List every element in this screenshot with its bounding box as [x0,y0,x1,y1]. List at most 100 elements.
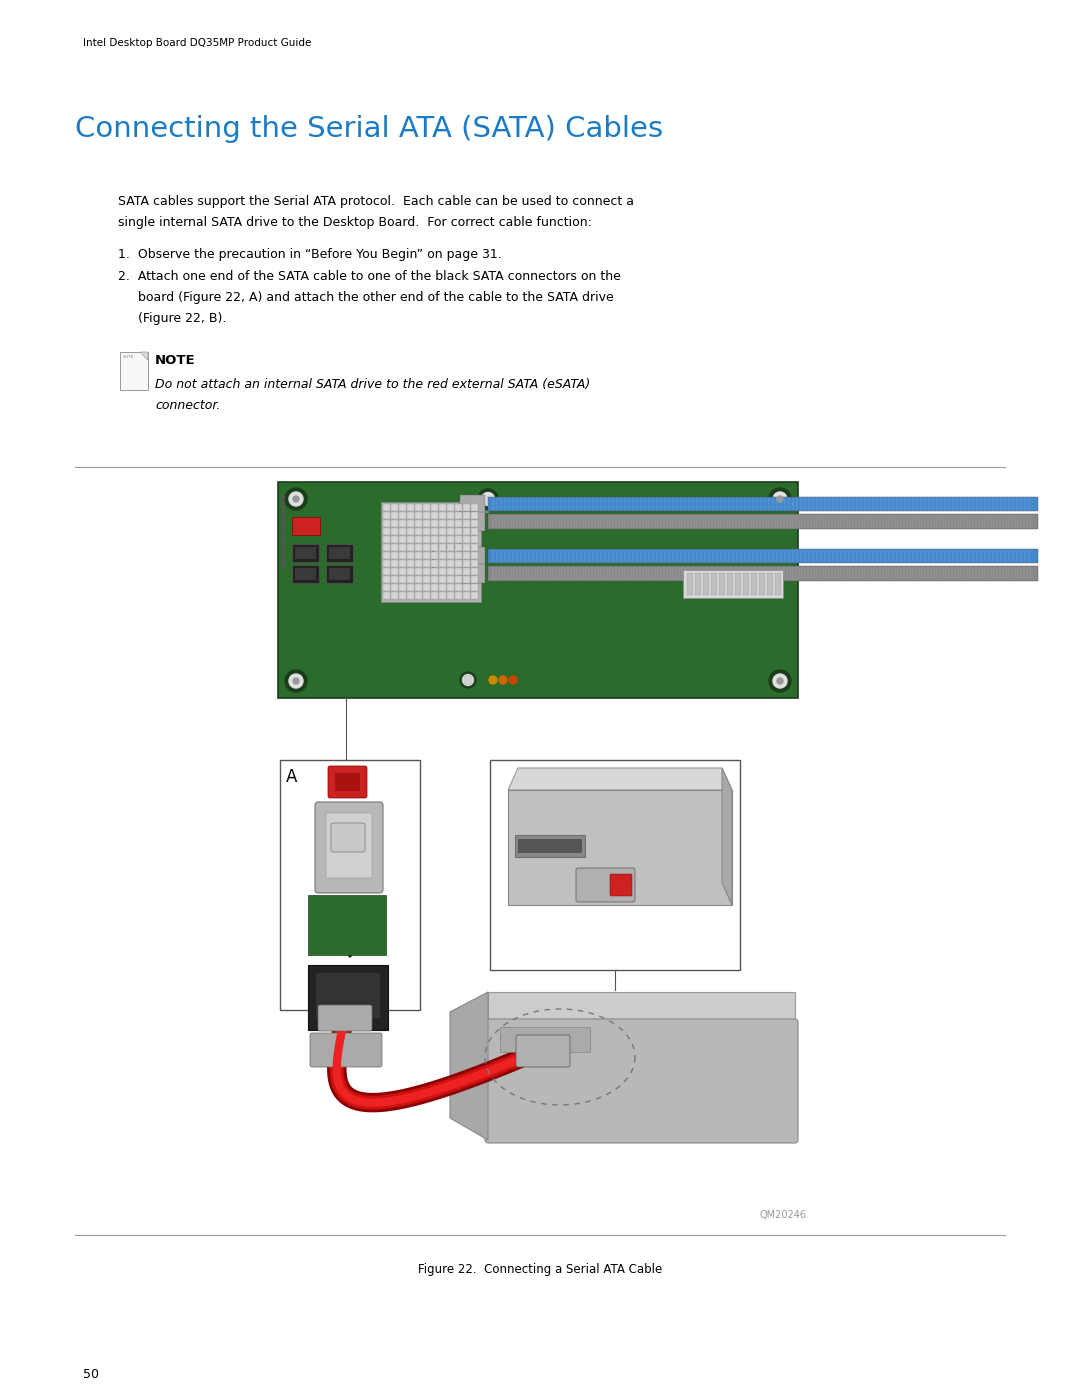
FancyBboxPatch shape [310,1032,382,1067]
FancyBboxPatch shape [391,504,399,511]
FancyBboxPatch shape [471,569,478,576]
Circle shape [282,496,284,499]
FancyBboxPatch shape [407,592,414,599]
FancyBboxPatch shape [415,552,422,559]
FancyBboxPatch shape [383,560,390,567]
FancyBboxPatch shape [407,569,414,576]
FancyBboxPatch shape [431,560,438,567]
FancyBboxPatch shape [330,823,365,852]
FancyBboxPatch shape [280,760,420,1010]
FancyBboxPatch shape [415,560,422,567]
FancyBboxPatch shape [415,528,422,535]
FancyBboxPatch shape [463,528,470,535]
FancyBboxPatch shape [431,536,438,543]
FancyBboxPatch shape [463,560,470,567]
FancyBboxPatch shape [399,592,406,599]
FancyBboxPatch shape [447,528,454,535]
Polygon shape [450,992,488,1140]
FancyBboxPatch shape [431,552,438,559]
FancyBboxPatch shape [471,584,478,591]
FancyBboxPatch shape [399,528,406,535]
FancyBboxPatch shape [399,569,406,576]
Circle shape [282,541,284,543]
Circle shape [282,506,284,509]
Circle shape [478,489,498,509]
FancyBboxPatch shape [447,552,454,559]
FancyBboxPatch shape [391,536,399,543]
Circle shape [773,492,787,506]
FancyBboxPatch shape [463,552,470,559]
FancyBboxPatch shape [383,592,390,599]
FancyBboxPatch shape [326,564,353,583]
Circle shape [282,525,284,528]
FancyBboxPatch shape [318,1004,372,1031]
Circle shape [282,560,284,563]
FancyBboxPatch shape [120,352,148,390]
FancyBboxPatch shape [383,576,390,583]
FancyBboxPatch shape [415,576,422,583]
FancyBboxPatch shape [500,1027,590,1052]
FancyBboxPatch shape [460,548,485,564]
FancyBboxPatch shape [460,495,485,513]
FancyBboxPatch shape [751,573,757,595]
FancyBboxPatch shape [455,584,462,591]
FancyBboxPatch shape [399,584,406,591]
FancyBboxPatch shape [399,552,406,559]
FancyBboxPatch shape [383,552,390,559]
Circle shape [282,515,284,518]
FancyBboxPatch shape [295,569,316,580]
FancyBboxPatch shape [463,584,470,591]
FancyBboxPatch shape [455,511,462,520]
FancyBboxPatch shape [328,766,367,798]
FancyBboxPatch shape [383,584,390,591]
Circle shape [282,521,284,524]
FancyBboxPatch shape [415,504,422,511]
FancyBboxPatch shape [407,576,414,583]
Polygon shape [508,789,732,905]
Text: 1.  Observe the precaution in “Before You Begin” on page 31.: 1. Observe the precaution in “Before You… [118,249,502,261]
FancyBboxPatch shape [315,802,383,893]
FancyBboxPatch shape [471,592,478,599]
FancyBboxPatch shape [383,520,390,527]
Text: A: A [286,768,297,787]
FancyBboxPatch shape [431,504,438,511]
Text: Connecting the Serial ATA (SATA) Cables: Connecting the Serial ATA (SATA) Cables [75,115,663,142]
FancyBboxPatch shape [711,573,717,595]
FancyBboxPatch shape [455,543,462,550]
FancyBboxPatch shape [423,536,430,543]
FancyBboxPatch shape [308,965,388,1030]
FancyBboxPatch shape [423,543,430,550]
Text: single internal SATA drive to the Desktop Board.  For correct cable function:: single internal SATA drive to the Deskto… [118,217,592,229]
FancyBboxPatch shape [438,528,446,535]
Circle shape [282,550,284,553]
FancyBboxPatch shape [431,528,438,535]
FancyBboxPatch shape [759,573,765,595]
Circle shape [293,496,299,502]
Circle shape [289,673,303,687]
Polygon shape [488,992,795,1023]
FancyBboxPatch shape [391,528,399,535]
Text: NOTE: NOTE [156,353,195,367]
FancyBboxPatch shape [415,584,422,591]
FancyBboxPatch shape [383,528,390,535]
FancyBboxPatch shape [438,520,446,527]
FancyBboxPatch shape [471,552,478,559]
FancyBboxPatch shape [447,543,454,550]
Circle shape [282,510,284,514]
Circle shape [282,545,284,549]
FancyBboxPatch shape [767,573,773,595]
FancyBboxPatch shape [415,520,422,527]
FancyBboxPatch shape [399,560,406,567]
FancyBboxPatch shape [399,520,406,527]
FancyBboxPatch shape [415,543,422,550]
FancyBboxPatch shape [415,592,422,599]
FancyBboxPatch shape [329,548,350,559]
FancyBboxPatch shape [391,552,399,559]
Circle shape [285,488,307,510]
FancyBboxPatch shape [447,592,454,599]
Polygon shape [723,768,732,905]
FancyBboxPatch shape [460,511,485,531]
FancyBboxPatch shape [463,504,470,511]
FancyBboxPatch shape [438,543,446,550]
Text: Do not attach an internal SATA drive to the red external SATA (eSATA): Do not attach an internal SATA drive to … [156,379,591,391]
